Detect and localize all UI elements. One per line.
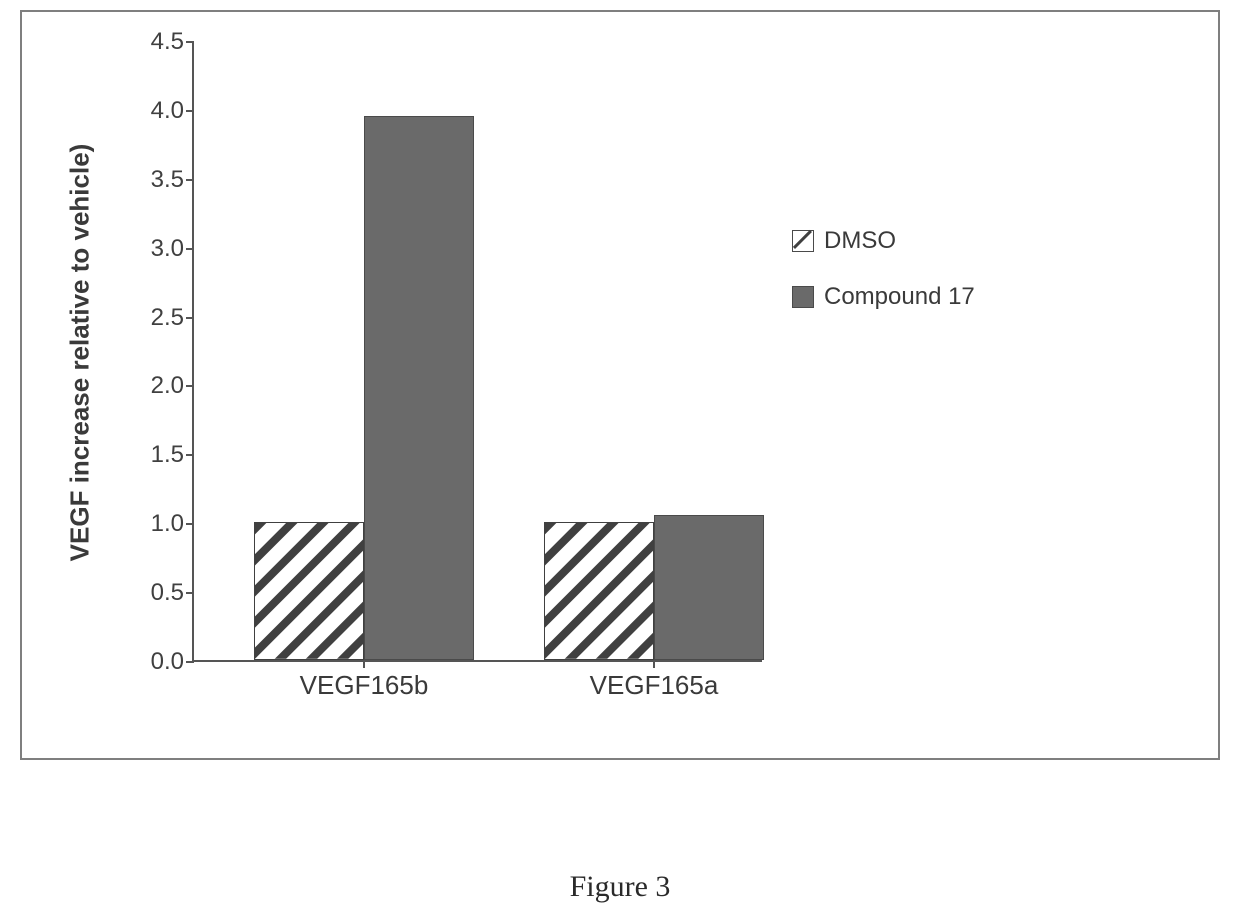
legend-swatch-solid — [792, 286, 814, 308]
legend-item-compound17: Compound 17 — [792, 283, 975, 311]
y-tick-label: 2.5 — [151, 304, 194, 332]
y-tick-label: 4.0 — [151, 97, 194, 125]
legend: DMSO Compound 17 — [792, 227, 975, 339]
legend-swatch-hatched — [792, 230, 814, 252]
y-axis-label-text: VEGF increase relative to vehicle) — [65, 143, 96, 561]
legend-label: DMSO — [824, 227, 896, 255]
bar — [544, 522, 654, 660]
y-tick-label: 0.0 — [151, 648, 194, 676]
y-tick-label: 3.0 — [151, 235, 194, 263]
bar — [364, 116, 474, 660]
y-tick-label: 1.0 — [151, 510, 194, 538]
x-category-label: VEGF165a — [590, 660, 719, 701]
figure-caption-text: Figure 3 — [570, 870, 671, 903]
x-category-label: VEGF165b — [300, 660, 429, 701]
plot-area: 0.00.51.01.52.02.53.03.54.04.5VEGF165bVE… — [192, 42, 762, 662]
legend-label: Compound 17 — [824, 283, 975, 311]
y-tick-label: 3.5 — [151, 166, 194, 194]
figure-wrap: VEGF increase relative to vehicle) 0.00.… — [0, 0, 1240, 923]
figure-caption: Figure 3 — [0, 870, 1240, 904]
y-tick-label: 1.5 — [151, 441, 194, 469]
y-axis-label: VEGF increase relative to vehicle) — [60, 42, 100, 662]
y-tick-label: 4.5 — [151, 28, 194, 56]
bar — [254, 522, 364, 660]
y-tick-label: 0.5 — [151, 579, 194, 607]
chart-frame: VEGF increase relative to vehicle) 0.00.… — [20, 10, 1220, 760]
bar — [654, 515, 764, 660]
legend-item-dmso: DMSO — [792, 227, 975, 255]
y-tick-label: 2.0 — [151, 372, 194, 400]
